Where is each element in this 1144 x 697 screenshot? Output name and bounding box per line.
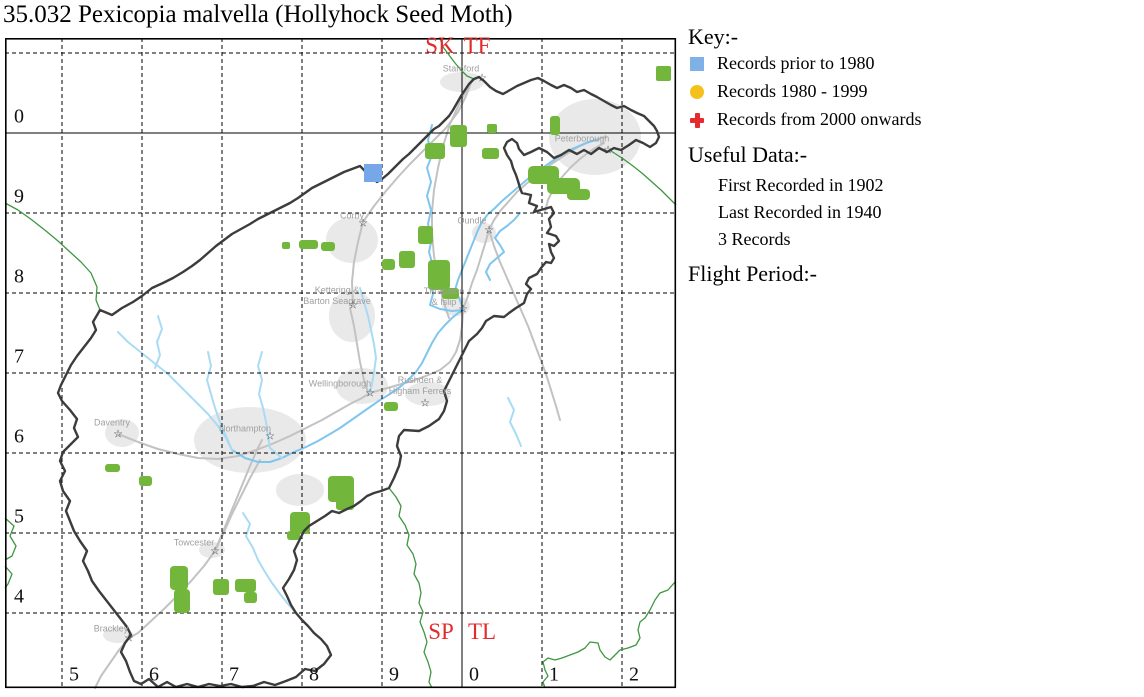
town-label-rushden-higham-ferrers: Rushden & Higham Ferrers — [388, 375, 452, 396]
grid-easting-label-2: 2 — [629, 663, 639, 686]
record-count-line: 3 Records — [718, 229, 791, 249]
grid-northing-label-6: 6 — [14, 425, 24, 448]
town-star-icon-wellingborough: ☆ — [365, 386, 375, 400]
key-item-1980-1999: Records 1980 - 1999 — [690, 81, 867, 102]
town-star-icon-brackley: ☆ — [124, 631, 134, 645]
grid-easting-label-1: 1 — [549, 663, 559, 686]
adjacent-county-boundaries — [4, 37, 677, 689]
yellow-circle-icon — [690, 85, 704, 99]
grid-northing-label-5: 5 — [14, 505, 24, 528]
woodland-patches — [105, 66, 671, 613]
grid-easting-label-0: 0 — [469, 663, 479, 686]
town-label-thrapston-islip: Thrapston & Islip — [423, 286, 465, 307]
town-star-icon-oundle: ☆ — [484, 223, 494, 237]
town-star-icon-daventry: ☆ — [113, 427, 123, 441]
page-title: 35.032 Pexicopia malvella (Hollyhock See… — [3, 1, 513, 28]
red-cross-icon — [690, 113, 704, 128]
first-recorded-line: First Recorded in 1902 — [718, 175, 884, 195]
town-star-icon-rushden-higham-ferrers: ☆ — [420, 396, 430, 410]
grid-easting-label-5: 5 — [69, 663, 79, 686]
key-item-label: Records 1980 - 1999 — [717, 81, 868, 101]
town-star-icon-kettering-barton-seagrave: ☆ — [348, 298, 358, 312]
key-item-label: Records prior to 1980 — [717, 53, 875, 73]
key-heading: Key:- — [688, 24, 739, 49]
town-label-northampton: Northampton — [218, 423, 272, 434]
grid-northing-label-7: 7 — [14, 345, 24, 368]
town-label-daventry: Daventry — [93, 417, 131, 428]
town-label-kettering-barton-seagrave: Kettering & Barton Seagrave — [303, 285, 371, 306]
grid-letter-sk: SK — [425, 33, 455, 58]
key-item-prior-1980: Records prior to 1980 — [690, 53, 874, 74]
flight-period-heading: Flight Period:- — [688, 261, 817, 286]
grid-lines — [5, 38, 676, 688]
town-label-stamford: Stamford — [442, 63, 480, 74]
town-label-corby: Corby — [339, 210, 365, 221]
last-recorded-line: Last Recorded in 1940 — [718, 202, 882, 222]
minor-rivers — [117, 287, 522, 613]
grid-letter-sp: SP — [428, 619, 454, 644]
grid-easting-label-7: 7 — [229, 663, 239, 686]
town-star-icon-peterborough: ☆ — [603, 143, 613, 157]
key-item-label: Records from 2000 onwards — [717, 109, 922, 129]
record-marker-prior-1980 — [364, 164, 382, 182]
town-star-icon-stamford: ☆ — [477, 71, 487, 85]
key-item-2000-onwards: Records from 2000 onwards — [690, 109, 921, 130]
grid-northing-label-9: 9 — [14, 185, 24, 208]
grid-northing-label-0: 0 — [14, 105, 24, 128]
grid-letter-tf: TF — [463, 33, 491, 58]
town-star-icon-northampton: ☆ — [265, 429, 275, 443]
grid-easting-label-6: 6 — [149, 663, 159, 686]
town-star-icon-towcester: ☆ — [210, 544, 220, 558]
grid-letter-tl: TL — [467, 619, 497, 644]
grid-easting-label-9: 9 — [389, 663, 399, 686]
town-star-icon-thrapston-islip: ☆ — [458, 302, 468, 316]
town-star-icon-corby: ☆ — [358, 216, 368, 230]
map-border — [5, 37, 677, 689]
grid-northing-label-8: 8 — [14, 265, 24, 288]
town-label-peterborough: Peterborough — [554, 133, 610, 144]
town-label-brackley: Brackley — [93, 623, 129, 634]
blue-square-icon — [690, 57, 704, 71]
town-label-towcester: Towcester — [173, 537, 215, 548]
town-label-oundle: Oundle — [457, 215, 487, 226]
useful-data-heading: Useful Data:- — [688, 142, 808, 167]
county-boundary — [56, 75, 661, 689]
grid-easting-label-8: 8 — [309, 663, 319, 686]
grid-northing-label-4: 4 — [14, 585, 24, 608]
town-label-wellingborough: Wellingborough — [308, 378, 372, 389]
map-graphics — [4, 37, 677, 689]
